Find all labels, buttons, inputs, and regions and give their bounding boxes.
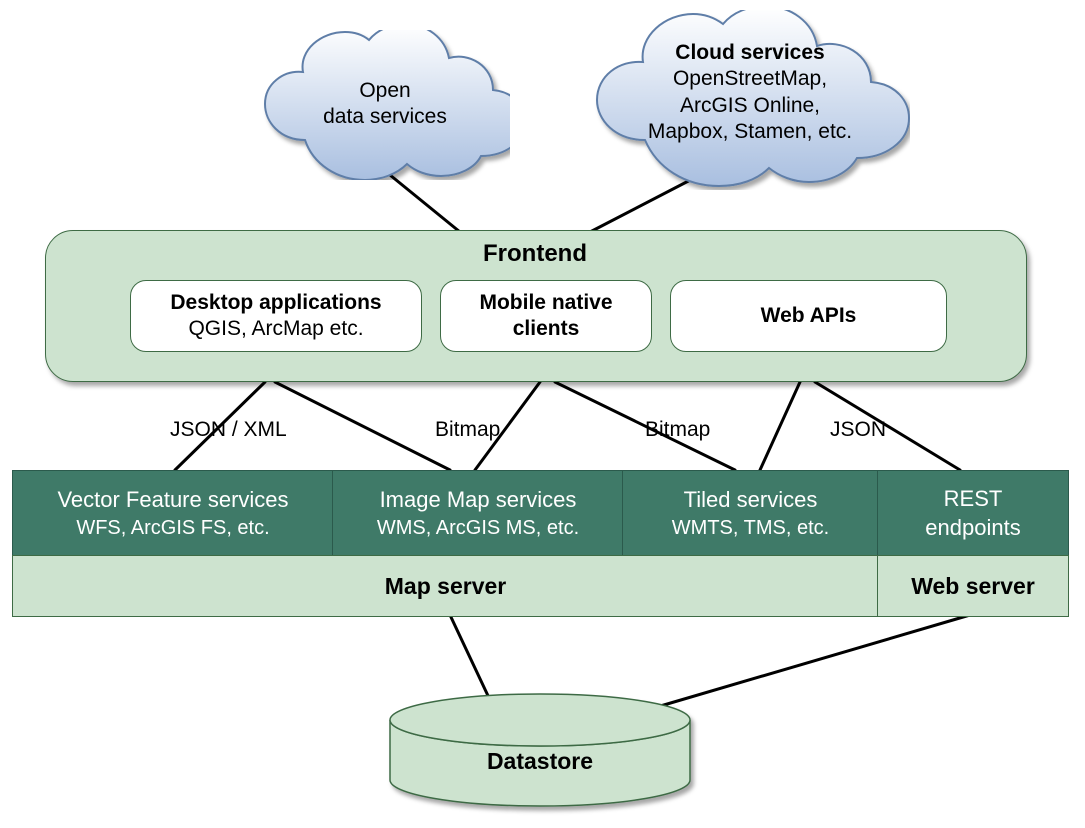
datastore-label: Datastore	[390, 748, 690, 775]
label-bitmap2: Bitmap	[645, 418, 710, 442]
cloud-open-line2: data services	[285, 104, 485, 130]
card-desktop-title: Desktop applications	[170, 290, 381, 316]
svc-rest-t2: endpoints	[925, 514, 1020, 543]
card-desktop-sub: QGIS, ArcMap etc.	[188, 316, 363, 342]
svc-image-title: Image Map services	[380, 486, 577, 515]
cloud-services-label: Cloud services OpenStreetMap, ArcGIS Onl…	[620, 40, 880, 145]
cloud-open-label: Open data services	[285, 78, 485, 131]
srv-map-label: Map server	[385, 573, 506, 600]
svc-vector: Vector Feature services WFS, ArcGIS FS, …	[12, 470, 334, 557]
cloud-services-line1: OpenStreetMap,	[620, 66, 880, 92]
label-bitmap1: Bitmap	[435, 418, 500, 442]
architecture-diagram: Open data services Cloud services OpenSt…	[0, 0, 1085, 828]
cloud-services-line2: ArcGIS Online,	[620, 93, 880, 119]
label-json: JSON	[830, 418, 886, 442]
svc-image-sub: WMS, ArcGIS MS, etc.	[377, 515, 579, 541]
svc-vector-sub: WFS, ArcGIS FS, etc.	[76, 515, 269, 541]
svc-vector-title: Vector Feature services	[57, 486, 288, 515]
srv-web-label: Web server	[911, 573, 1035, 600]
cloud-open-line1: Open	[285, 78, 485, 104]
svc-tiled-title: Tiled services	[684, 486, 818, 515]
cloud-services-title: Cloud services	[620, 40, 880, 66]
card-mobile-title2: clients	[513, 316, 580, 342]
svc-rest-t1: REST	[944, 485, 1003, 514]
card-web: Web APIs	[670, 280, 947, 352]
svc-tiled-sub: WMTS, TMS, etc.	[672, 515, 829, 541]
card-desktop: Desktop applications QGIS, ArcMap etc.	[130, 280, 422, 352]
svc-tiled: Tiled services WMTS, TMS, etc.	[622, 470, 879, 557]
frontend-title: Frontend	[45, 240, 1025, 268]
card-mobile: Mobile native clients	[440, 280, 652, 352]
svc-rest: REST endpoints	[877, 470, 1069, 557]
card-mobile-title1: Mobile native	[479, 290, 612, 316]
cloud-services-line3: Mapbox, Stamen, etc.	[620, 119, 880, 145]
srv-web: Web server	[877, 555, 1069, 617]
srv-map: Map server	[12, 555, 879, 617]
card-web-title: Web APIs	[761, 303, 857, 329]
label-jsonxml: JSON / XML	[170, 418, 287, 442]
svc-image: Image Map services WMS, ArcGIS MS, etc.	[332, 470, 624, 557]
